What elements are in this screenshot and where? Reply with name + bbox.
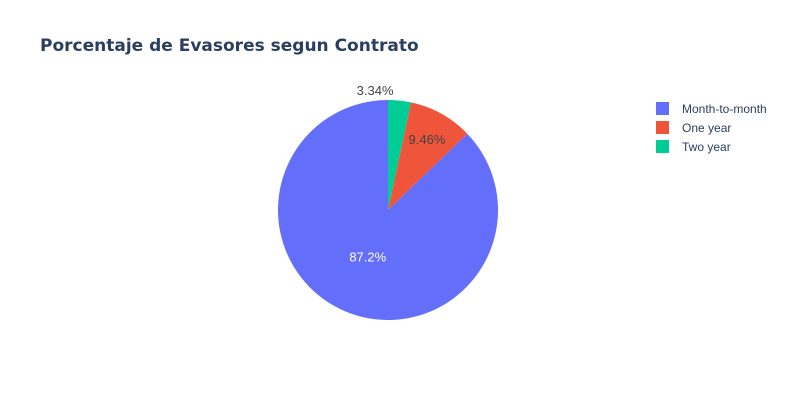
legend-swatch: [656, 140, 669, 153]
pie-label-month-to-month: 87.2%: [349, 250, 386, 265]
legend: Month-to-month One year Two year: [656, 102, 767, 154]
pie-slice-one-year[interactable]: [388, 102, 468, 210]
legend-label: Month-to-month: [682, 102, 767, 116]
pie-slice-month-to-month[interactable]: [277, 100, 498, 320]
legend-swatch: [656, 102, 669, 115]
pie-label-one-year: 9.46%: [409, 132, 446, 147]
legend-label: One year: [682, 121, 731, 135]
legend-swatch: [656, 121, 669, 134]
chart-title: Porcentaje de Evasores segun Contrato: [40, 36, 419, 56]
pie-slice-labels: 87.2% 9.46% 3.34%: [349, 83, 446, 264]
pie-slices: [277, 100, 498, 320]
legend-item-one-year[interactable]: One year: [656, 121, 731, 135]
legend-item-two-year[interactable]: Two year: [656, 140, 731, 154]
pie-slice-two-year[interactable]: [388, 100, 411, 210]
legend-item-month-to-month[interactable]: Month-to-month: [656, 102, 767, 116]
pie-label-two-year: 3.34%: [357, 83, 394, 98]
legend-label: Two year: [682, 140, 731, 154]
